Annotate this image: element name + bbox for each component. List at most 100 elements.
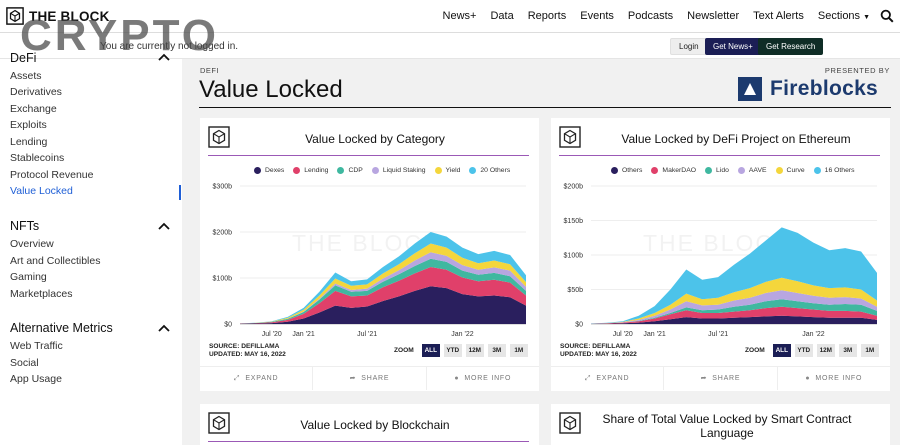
site-logo[interactable]: THE BLOCK: [6, 7, 110, 25]
legend-item[interactable]: Yield: [434, 167, 460, 174]
breadcrumb[interactable]: DEFI: [200, 66, 220, 75]
legend-swatch: [813, 167, 821, 174]
y-tick-label: $150b: [564, 218, 584, 225]
zoom-controls: ZOOM ALL YTD 12M 3M 1M: [394, 344, 528, 357]
sidebar-item-app-usage[interactable]: App Usage: [10, 373, 62, 385]
y-tick-label: $100b: [564, 253, 584, 260]
sidebar-section-nfts[interactable]: NFTs: [10, 219, 40, 233]
more-info-button[interactable]: ● MORE INFO: [778, 367, 890, 390]
zoom-all-button[interactable]: ALL: [421, 344, 440, 357]
share-label: SHARE: [712, 375, 741, 382]
legend-item[interactable]: Lido: [705, 167, 729, 174]
sidebar-item-art-collectibles[interactable]: Art and Collectibles: [10, 255, 101, 267]
logo-text: THE BLOCK: [29, 8, 110, 24]
x-tick-label: Jul '21: [357, 331, 377, 338]
more-info-button[interactable]: ● MORE INFO: [427, 367, 539, 390]
card-title-rule: [208, 155, 529, 156]
area-chart[interactable]: $0 $50b $100b $150b $200b Jul '20 Jan '21 Jul '…: [551, 178, 890, 340]
sidebar-item-exchange[interactable]: Exchange: [10, 103, 57, 115]
search-icon[interactable]: [880, 9, 894, 23]
y-tick-label: $300b: [213, 184, 233, 191]
zoom-all-button[interactable]: ALL: [772, 344, 791, 357]
zoom-ytd-button[interactable]: YTD: [794, 344, 813, 357]
zoom-1m-button[interactable]: 1M: [860, 344, 879, 357]
sidebar-item-protocol-revenue[interactable]: Protocol Revenue: [10, 169, 94, 181]
legend-swatch: [737, 167, 745, 174]
zoom-12m-button[interactable]: 12M: [465, 344, 484, 357]
x-tick-label: Jan '21: [643, 331, 665, 338]
sidebar-item-web-traffic[interactable]: Web Traffic: [10, 340, 63, 352]
zoom-12m-button[interactable]: 12M: [816, 344, 835, 357]
legend-item[interactable]: Dexes: [254, 167, 284, 174]
expand-icon: ⤢: [584, 375, 592, 382]
nav-sections[interactable]: Sections ▼: [818, 10, 870, 22]
legend-item[interactable]: 20 Others: [469, 167, 510, 174]
zoom-3m-button[interactable]: 3M: [838, 344, 857, 357]
expand-button[interactable]: ⤢ EXPAND: [200, 367, 314, 390]
page-title: Value Locked: [199, 76, 343, 103]
expand-label: EXPAND: [245, 375, 279, 382]
legend-item[interactable]: AAVE: [737, 167, 767, 174]
share-button[interactable]: ➦ SHARE: [664, 367, 778, 390]
sidebar-section-defi[interactable]: DeFi: [10, 51, 37, 65]
zoom-ytd-button[interactable]: YTD: [443, 344, 462, 357]
expand-icon: ⤢: [233, 375, 241, 382]
nav-newsletter[interactable]: Newsletter: [687, 10, 740, 22]
sidebar-item-overview[interactable]: Overview: [10, 238, 54, 250]
legend-label: Lending: [304, 167, 329, 174]
zoom-controls: ZOOM ALL YTD 12M 3M 1M: [745, 344, 879, 357]
nav-text-alerts[interactable]: Text Alerts: [753, 10, 804, 22]
get-research-button[interactable]: Get Research: [758, 38, 824, 55]
legend-item[interactable]: Liquid Staking: [371, 167, 426, 174]
legend-label: Curve: [786, 167, 805, 174]
card-header: Value Locked by Category: [200, 118, 539, 158]
x-tick-label: Jan '22: [451, 331, 473, 338]
sidebar-section-alternative-metrics[interactable]: Alternative Metrics: [10, 321, 113, 335]
chevron-up-icon[interactable]: [158, 53, 170, 61]
legend-item[interactable]: Others: [611, 167, 642, 174]
sidebar-item-exploits[interactable]: Exploits: [10, 119, 47, 131]
sidebar-item-value-locked[interactable]: Value Locked: [10, 185, 73, 197]
sidebar-item-marketplaces[interactable]: Marketplaces: [10, 288, 73, 300]
share-button[interactable]: ➦ SHARE: [313, 367, 427, 390]
nav-events[interactable]: Events: [580, 10, 614, 22]
legend-swatch: [434, 167, 442, 174]
caret-down-icon: ▼: [863, 14, 870, 21]
zoom-3m-button[interactable]: 3M: [487, 344, 506, 357]
sidebar-item-social[interactable]: Social: [10, 357, 39, 369]
sidebar-item-derivatives[interactable]: Derivatives: [10, 86, 62, 98]
nav-news-plus[interactable]: News+: [442, 10, 477, 22]
legend-item[interactable]: Curve: [775, 167, 805, 174]
expand-button[interactable]: ⤢ EXPAND: [551, 367, 665, 390]
login-button[interactable]: Login: [670, 38, 708, 55]
legend-label: 16 Others: [824, 167, 855, 174]
legend-item[interactable]: Lending: [293, 167, 328, 174]
legend-item[interactable]: 16 Others: [813, 167, 855, 174]
legend-item[interactable]: CDP: [337, 167, 363, 174]
sponsor-logo[interactable]: Fireblocks: [738, 77, 878, 101]
nav-reports[interactable]: Reports: [527, 10, 567, 22]
nav-data[interactable]: Data: [490, 10, 514, 22]
cube-logo-icon: [6, 7, 24, 25]
sidebar-item-stablecoins[interactable]: Stablecoins: [10, 152, 65, 164]
legend-label: AAVE: [748, 167, 767, 174]
nav-podcasts[interactable]: Podcasts: [627, 10, 674, 22]
get-news-plus-button[interactable]: Get News+: [705, 38, 761, 55]
card-header: Value Locked by Blockchain: [200, 404, 539, 444]
sidebar-item-gaming[interactable]: Gaming: [10, 271, 47, 283]
chevron-up-icon[interactable]: [158, 324, 170, 332]
area-series-dexes: [240, 286, 526, 324]
legend-item[interactable]: MakerDAO: [651, 167, 696, 174]
card-title-rule: [208, 441, 529, 442]
zoom-1m-button[interactable]: 1M: [509, 344, 528, 357]
y-tick-label: $200b: [213, 230, 233, 237]
sidebar-item-lending[interactable]: Lending: [10, 136, 48, 148]
card-actions: ⤢ EXPAND ➦ SHARE ● MORE INFO: [200, 366, 539, 390]
card-actions: ⤢ EXPAND ➦ SHARE ● MORE INFO: [551, 366, 890, 390]
x-tick-label: Jul '21: [708, 331, 728, 338]
cube-icon: [559, 126, 581, 148]
area-chart[interactable]: $0 $100b $200b $300b Jul '20 Jan '21 Jul '21 Ja…: [200, 178, 539, 340]
chevron-up-icon[interactable]: [158, 222, 170, 230]
cube-icon: [208, 412, 230, 434]
sidebar-item-assets[interactable]: Assets: [10, 70, 42, 82]
